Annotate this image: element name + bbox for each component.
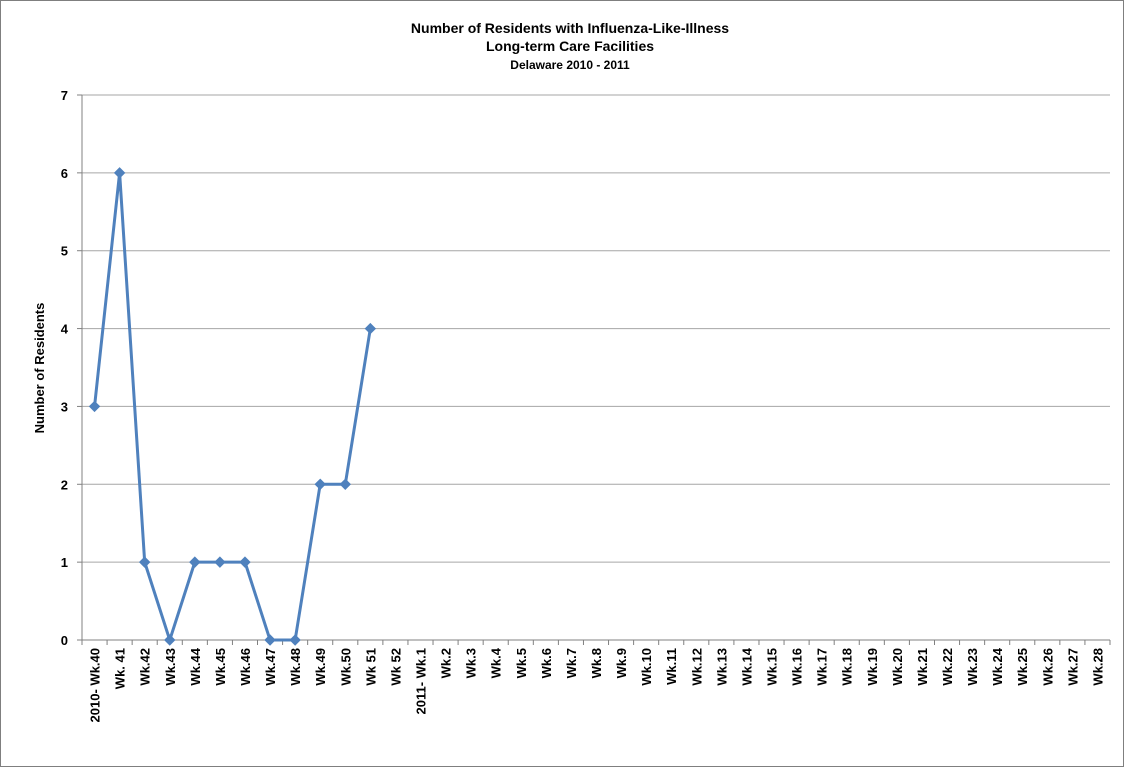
x-tick-label-14: Wk.2 <box>439 648 454 678</box>
x-tick-label-15: Wk.3 <box>464 648 479 678</box>
x-tick-label-20: Wk.8 <box>589 648 604 678</box>
data-point-11 <box>364 322 377 335</box>
x-tick-label-36: Wk.24 <box>990 647 1005 685</box>
x-tick-label-8: Wk.48 <box>288 648 303 686</box>
data-point-9 <box>314 478 326 490</box>
x-tick-label-26: Wk.14 <box>739 647 754 685</box>
x-tick-label-35: Wk.23 <box>965 648 980 686</box>
x-tick-label-11: Wk 51 <box>363 648 378 686</box>
x-tick-label-6: Wk.46 <box>238 648 253 686</box>
y-tick-label-2: 2 <box>61 477 68 492</box>
chart-subtitle-2: Delaware 2010 - 2011 <box>510 58 630 72</box>
x-tick-label-31: Wk.19 <box>865 648 880 686</box>
x-tick-label-24: Wk.12 <box>689 648 704 686</box>
x-tick-label-33: Wk.21 <box>915 648 930 686</box>
data-point-7 <box>264 634 276 646</box>
x-tick-label-34: Wk.22 <box>940 648 955 686</box>
x-tick-label-2: Wk.42 <box>138 648 153 686</box>
data-point-4 <box>189 556 201 568</box>
x-tick-label-30: Wk.18 <box>840 648 855 686</box>
x-tick-label-21: Wk.9 <box>614 648 629 678</box>
y-tick-label-4: 4 <box>61 322 69 337</box>
y-axis-label: Number of Residents <box>32 303 47 434</box>
x-tick-label-5: Wk.45 <box>213 648 228 686</box>
y-tick-label-7: 7 <box>61 88 68 103</box>
x-tick-label-22: Wk.10 <box>639 648 654 686</box>
x-tick-label-13: 2011- Wk.1 <box>413 648 428 715</box>
x-tick-label-29: Wk.17 <box>815 648 830 686</box>
chart-title: Number of Residents with Influenza-Like-… <box>411 20 729 36</box>
x-tick-label-3: Wk.43 <box>163 648 178 686</box>
series-markers <box>88 167 377 646</box>
y-tick-label-5: 5 <box>61 244 68 259</box>
x-tick-label-16: Wk.4 <box>489 647 504 678</box>
x-tick-label-39: Wk.27 <box>1065 648 1080 686</box>
x-tick-label-27: Wk.15 <box>765 648 780 686</box>
x-tick-label-32: Wk.20 <box>890 648 905 686</box>
x-tick-labels: 2010- Wk.40 Wk. 41 Wk.42 Wk.43 Wk.44 Wk.45 Wk.… <box>88 647 1106 722</box>
x-tick-label-19: Wk.7 <box>564 648 579 678</box>
x-tick-label-10: Wk.50 <box>338 648 353 686</box>
x-tick-label-9: Wk.49 <box>313 648 328 686</box>
y-tick-label-6: 6 <box>61 166 68 181</box>
data-point-10 <box>339 478 351 490</box>
x-tick-label-0: 2010- Wk.40 <box>88 648 103 722</box>
data-point-3 <box>164 634 176 646</box>
x-tick-label-18: Wk.6 <box>539 648 554 678</box>
x-tick-label-23: Wk.11 <box>664 648 679 685</box>
data-point-0 <box>88 400 101 413</box>
x-tick-label-38: Wk.26 <box>1040 648 1055 686</box>
x-tick-label-12: Wk 52 <box>388 648 403 686</box>
y-tick-label-0: 0 <box>61 633 68 648</box>
data-point-2 <box>138 556 151 568</box>
data-point-6 <box>239 556 251 568</box>
data-point-8 <box>289 634 301 646</box>
data-point-5 <box>214 556 226 568</box>
y-tick-label-3: 3 <box>61 399 68 414</box>
x-tick-label-17: Wk.5 <box>514 648 529 678</box>
x-tick-label-40: Wk.28 <box>1090 648 1105 686</box>
data-point-1 <box>113 167 126 179</box>
x-tick-label-28: Wk.16 <box>790 648 805 686</box>
chart-subtitle: Long-term Care Facilities <box>486 38 654 54</box>
x-tick-label-4: Wk.44 <box>188 647 203 685</box>
x-tick-label-1: Wk. 41 <box>113 648 128 689</box>
y-tick-labels: 0 1 2 3 4 5 6 7 <box>61 88 69 648</box>
x-tick-label-7: Wk.47 <box>263 648 278 686</box>
x-tick-label-25: Wk.13 <box>714 648 729 686</box>
x-tick-label-37: Wk.25 <box>1015 648 1030 686</box>
y-tick-label-1: 1 <box>61 555 68 570</box>
axes <box>77 94 1111 645</box>
gridlines <box>82 94 1110 563</box>
